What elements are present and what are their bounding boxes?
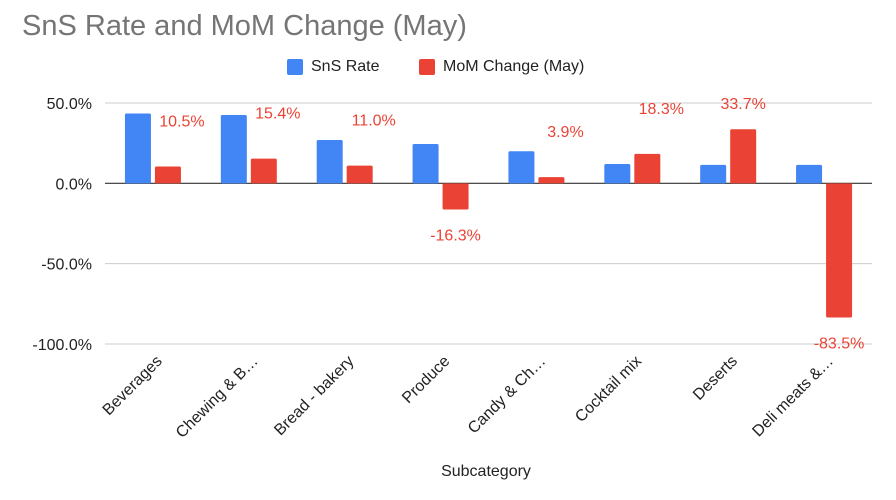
x-tick-label: Chewing & B…: [173, 353, 262, 442]
bar-mom-change: [250, 158, 277, 184]
x-tick-label: Produce: [399, 353, 453, 407]
bar-sns-rate: [796, 164, 823, 184]
data-label-mom-change: 33.7%: [721, 96, 766, 113]
data-label-mom-change: -16.3%: [430, 228, 481, 245]
data-label-mom-change: 18.3%: [639, 101, 684, 118]
chart-title: SnS Rate and MoM Change (May): [22, 10, 467, 42]
y-tick-label: 50.0%: [47, 96, 92, 113]
y-tick-label: -50.0%: [41, 257, 92, 274]
legend: SnS Rate MoM Change (May): [0, 58, 896, 82]
x-tick-label: Candy & Ch…: [465, 353, 549, 437]
bar-sns-rate: [604, 164, 631, 184]
data-label-mom-change: 11.0%: [352, 112, 396, 129]
x-tick-label: Cocktail mix: [572, 353, 645, 426]
bar-sns-rate: [220, 115, 247, 184]
y-tick-label: 0.0%: [56, 176, 92, 193]
bar-mom-change: [154, 166, 181, 184]
bar-sns-rate: [316, 139, 343, 184]
bar-mom-change: [730, 129, 757, 184]
legend-item-sns-rate: SnS Rate: [287, 58, 379, 76]
legend-label-mom-change: MoM Change (May): [443, 58, 585, 75]
legend-swatch-mom-change: [419, 59, 435, 75]
bar-sns-rate: [508, 151, 535, 184]
legend-swatch-sns-rate: [287, 59, 303, 75]
x-tick-label: Beverages: [100, 353, 166, 419]
bar-mom-change: [826, 183, 853, 318]
y-tick-label: -100.0%: [32, 337, 92, 354]
x-axis-title: Subcategory: [441, 463, 531, 480]
bar-mom-change: [634, 153, 661, 184]
bar-mom-change: [442, 183, 469, 210]
data-label-mom-change: 10.5%: [159, 113, 204, 130]
data-label-mom-change: 3.9%: [547, 124, 583, 141]
bar-mom-change: [538, 177, 565, 184]
x-tick-label: Deserts: [690, 353, 741, 404]
data-label-mom-change: 15.4%: [255, 105, 300, 122]
bar-sns-rate: [412, 143, 439, 184]
legend-item-mom-change: MoM Change (May): [419, 58, 584, 76]
bar-sns-rate: [124, 113, 151, 184]
bar-sns-rate: [700, 164, 727, 184]
legend-label-sns-rate: SnS Rate: [311, 58, 380, 75]
bar-mom-change: [346, 165, 373, 184]
x-tick-label: Bread - bakery: [271, 353, 357, 439]
x-tick-label: Deli meats &…: [749, 353, 836, 440]
data-label-mom-change: -83.5%: [814, 335, 865, 352]
